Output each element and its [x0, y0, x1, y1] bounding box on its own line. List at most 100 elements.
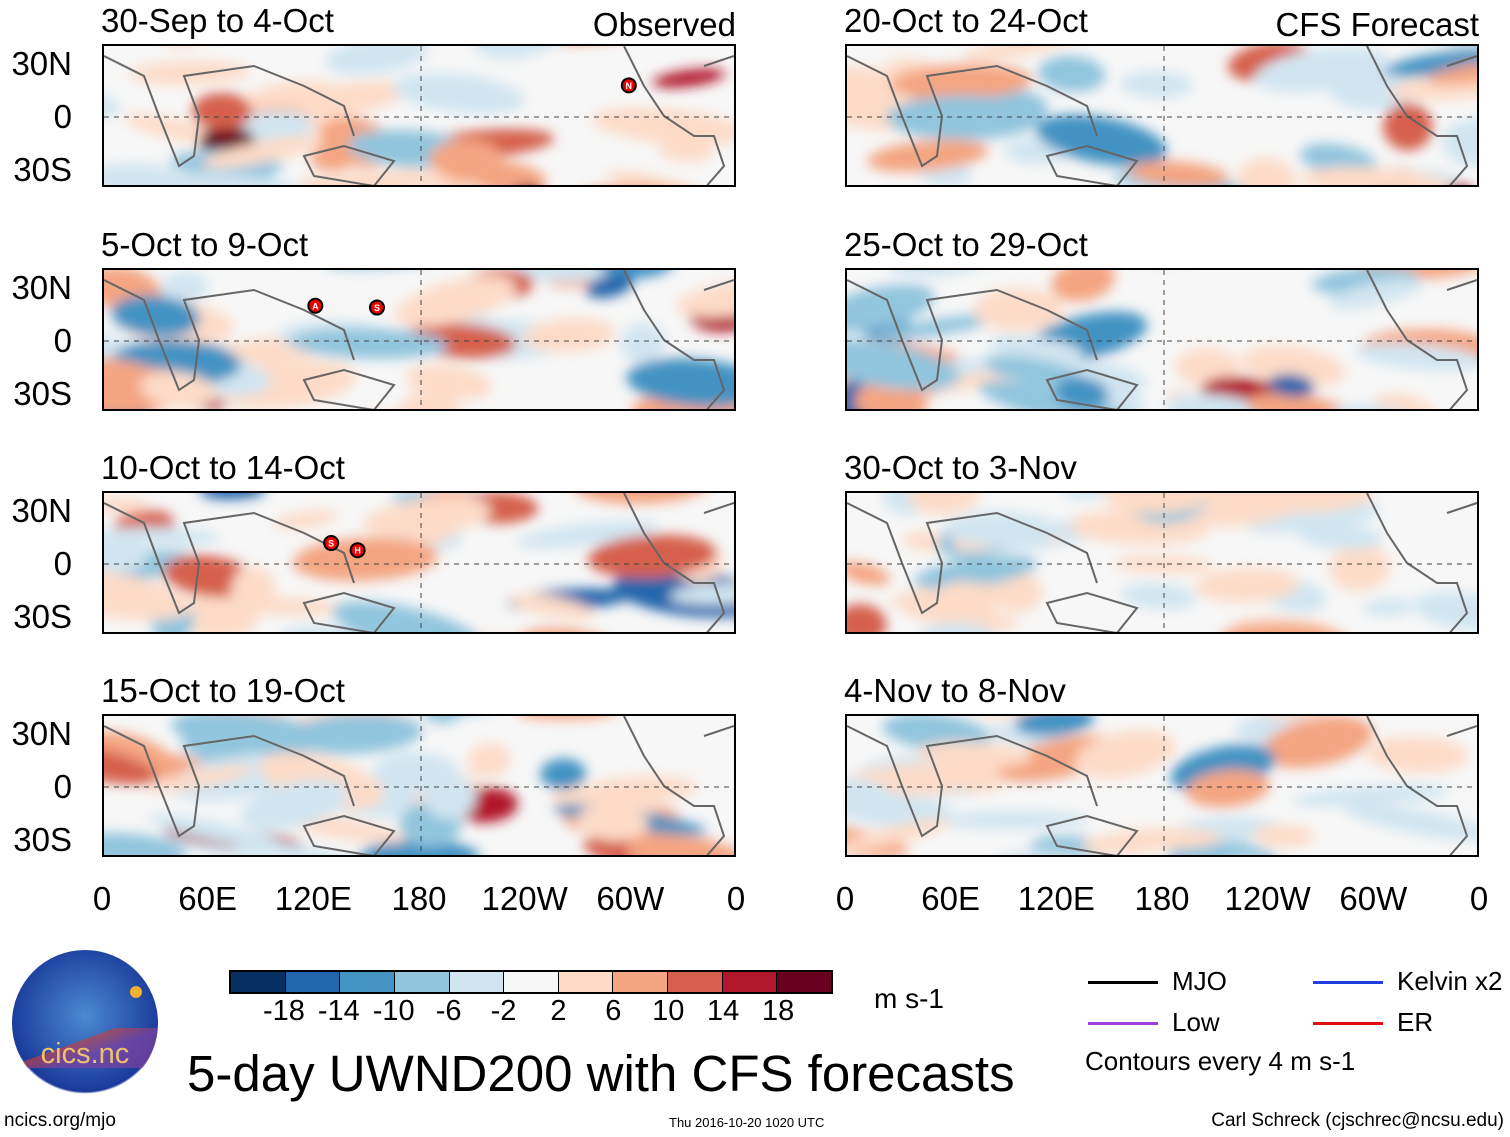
- wind-anomaly-blob: [406, 364, 492, 400]
- cyclone-letter: S: [328, 539, 334, 549]
- wind-anomaly-blob: [652, 68, 726, 88]
- wind-anomaly-blob: [516, 520, 660, 549]
- wind-anomaly-blob: [877, 313, 1001, 341]
- wind-anomaly-blob: [424, 775, 477, 820]
- map-panel: N: [102, 44, 736, 187]
- wind-anomaly-blob: [886, 95, 1043, 140]
- wind-anomaly-blob: [1127, 160, 1229, 185]
- wind-anomaly-blob: [890, 64, 1033, 100]
- panel-title: 20-Oct to 24-Oct: [844, 2, 1088, 39]
- wind-anomaly-blob: [1298, 523, 1384, 550]
- wind-anomaly-blob: [422, 716, 467, 724]
- coastline: [847, 493, 1477, 632]
- wind-anomaly-blob: [1383, 103, 1433, 151]
- colorbar-tick-label: 6: [605, 995, 622, 1027]
- colorbar-swatch: [722, 972, 778, 992]
- wind-anomaly-blob: [468, 743, 511, 778]
- lon-label: 0: [835, 880, 855, 917]
- legend-label: Kelvin x2: [1397, 966, 1503, 996]
- panel-label: Observed: [592, 6, 736, 43]
- wind-anomaly-blob: [1051, 270, 1115, 302]
- lat-label: 0: [53, 545, 72, 582]
- lat-label: 0: [53, 768, 72, 805]
- logo-text: cics.nc: [40, 1038, 130, 1070]
- colorbar-tick-label: -6: [435, 995, 462, 1027]
- wind-anomaly-blob: [847, 823, 909, 855]
- colorbar-swatch: [504, 972, 559, 992]
- wind-anomaly-blob: [1389, 70, 1477, 101]
- legend-line: [1088, 1022, 1158, 1025]
- map-panel: [102, 714, 736, 857]
- wind-anomaly-blob: [104, 731, 171, 775]
- map-panel: [845, 714, 1479, 857]
- colorbar-swatch: [777, 972, 832, 992]
- tropical-cyclone-icon: [323, 535, 340, 552]
- wind-anomaly-blob: [323, 270, 466, 274]
- cyclone-letter: N: [626, 81, 633, 91]
- wind-anomaly-blob: [1193, 497, 1298, 528]
- wind-anomaly-blob: [1103, 493, 1215, 514]
- legend-label: MJO: [1172, 966, 1227, 996]
- colorbar-swatch: [394, 972, 450, 992]
- coastline: [104, 493, 734, 632]
- colorbar-tick-label: 10: [652, 995, 685, 1027]
- lon-label: 120E: [1017, 880, 1095, 917]
- wind-anomaly-blob: [1370, 394, 1437, 409]
- wind-anomaly-blob: [1074, 729, 1175, 779]
- tropical-cyclone-icon: [349, 542, 366, 559]
- contour-note: Contours every 4 m s-1: [1085, 1046, 1356, 1076]
- colorbar-swatch: [613, 972, 669, 992]
- wind-anomaly-blob: [943, 511, 1061, 546]
- wind-anomaly-blob: [1120, 583, 1197, 610]
- lat-label: 30N: [11, 492, 72, 529]
- legend-label: Low: [1172, 1007, 1220, 1037]
- wind-anomaly-blob: [908, 493, 980, 515]
- wind-anomaly-blob: [1366, 736, 1468, 773]
- wind-anomaly-blob: [168, 173, 307, 185]
- footer-timestamp: Thu 2016-10-20 1020 UTC: [669, 1115, 825, 1130]
- wind-anomaly-blob: [847, 561, 891, 586]
- lat-label: 0: [53, 322, 72, 359]
- coastline: [104, 716, 734, 855]
- wind-anomaly-blob: [171, 716, 327, 755]
- wind-anomaly-blob: [230, 566, 276, 612]
- wind-anomaly-blob: [363, 497, 492, 538]
- wind-anomaly-blob: [516, 627, 618, 632]
- coastline: [847, 270, 1477, 409]
- lon-label: 0: [726, 880, 746, 917]
- wind-anomaly-blob: [1015, 716, 1095, 737]
- wind-anomaly-blob: [394, 275, 516, 327]
- wind-anomaly-blob: [576, 804, 649, 842]
- wind-anomaly-blob: [523, 318, 616, 352]
- lon-label: 60W: [596, 880, 665, 917]
- legend-line: [1088, 981, 1158, 984]
- colorbar-swatch: [340, 972, 395, 992]
- wind-anomaly-blob: [867, 139, 989, 173]
- colorbar-tick-label: 2: [550, 995, 567, 1027]
- footer-author: Carl Schreck (cjschrec@ncsu.edu): [1211, 1110, 1504, 1131]
- wind-anomaly-blob: [515, 716, 619, 720]
- wind-anomaly-blob: [587, 534, 717, 578]
- wind-anomaly-blob: [104, 569, 191, 621]
- wind-anomaly-blob: [1363, 598, 1414, 616]
- wind-anomaly-blob: [1428, 186, 1479, 187]
- coastline: [847, 716, 1477, 855]
- legend-label: ER: [1397, 1007, 1434, 1037]
- tropical-cyclone-icon: [620, 77, 637, 94]
- map-panel: [845, 44, 1479, 187]
- wind-anomaly-blob: [1247, 392, 1376, 409]
- cyclone-letter: A: [312, 301, 319, 311]
- colorbar-units: m s-1: [874, 983, 944, 1014]
- panel-title: 30-Oct to 3-Nov: [844, 449, 1077, 486]
- wind-anomaly-blob: [585, 273, 634, 298]
- wind-anomaly-blob: [676, 279, 734, 318]
- wind-anomaly-blob: [104, 91, 120, 118]
- lat-label: 30S: [13, 821, 72, 858]
- wind-anomaly-blob: [429, 139, 502, 178]
- wind-anomaly-blob: [1427, 58, 1477, 84]
- wind-anomaly-blob: [1113, 556, 1214, 574]
- cics-logo: cics.nc: [12, 950, 158, 1096]
- wind-anomaly-blob: [1329, 543, 1390, 592]
- footer-url[interactable]: ncics.org/mjo: [4, 1110, 116, 1131]
- tropical-cyclone-icon: [307, 297, 324, 314]
